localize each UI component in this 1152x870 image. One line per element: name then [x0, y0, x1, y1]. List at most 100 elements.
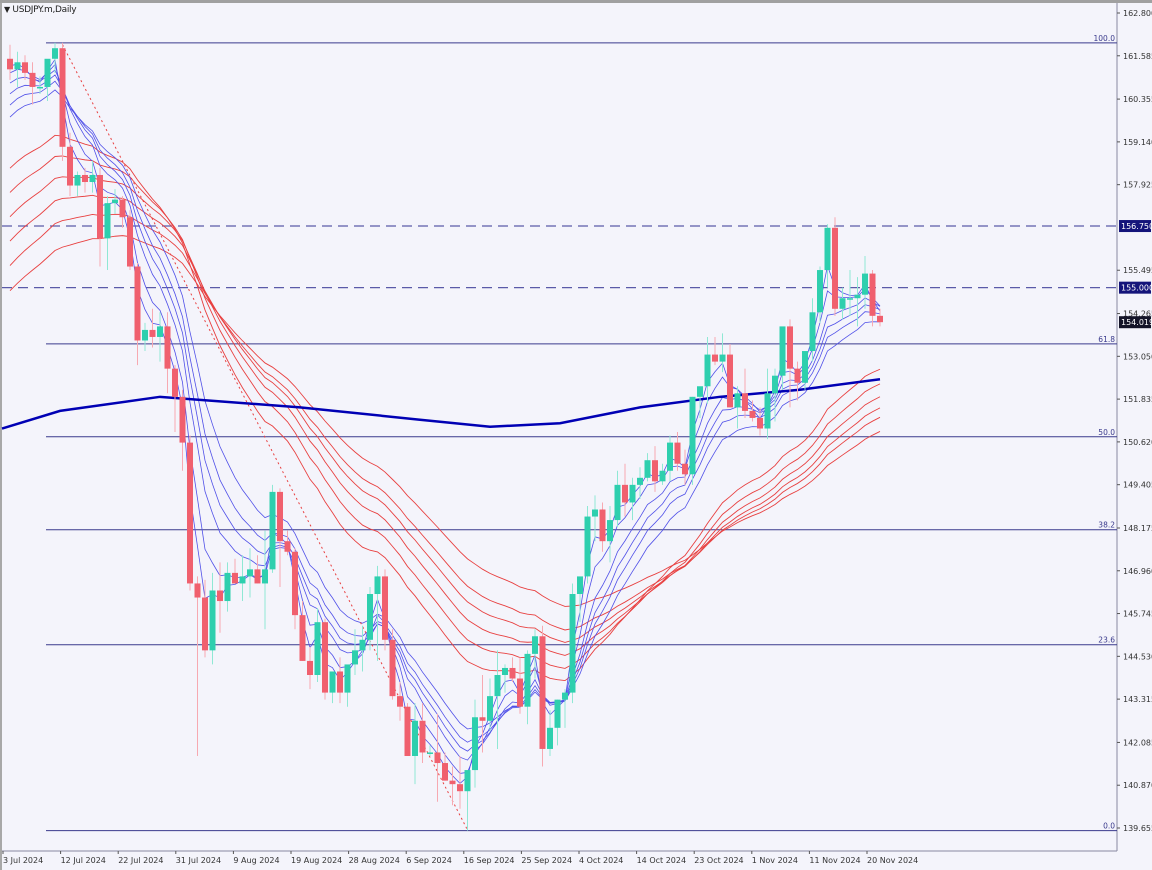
price-tick-label: 153.050	[1123, 352, 1152, 361]
candle	[637, 467, 643, 499]
candle	[509, 657, 516, 683]
slow-ma-line	[9, 134, 881, 682]
candle	[22, 55, 28, 80]
price-tick-label: 154.265	[1123, 310, 1152, 319]
candle	[539, 625, 546, 767]
candle	[839, 287, 846, 320]
time-tick-label: 9 Aug 2024	[233, 856, 279, 865]
price-tick-label: 140.870	[1123, 781, 1152, 790]
candle	[712, 336, 718, 366]
candle	[517, 657, 523, 714]
candle	[307, 646, 313, 690]
price-tick-label: 162.800	[1123, 9, 1152, 18]
candle	[37, 76, 43, 94]
candle	[854, 277, 861, 327]
candle	[179, 389, 186, 471]
candle	[157, 312, 163, 362]
fast-ma-line	[9, 89, 881, 730]
candle	[524, 650, 531, 725]
candle	[734, 386, 741, 429]
slow-ma-line	[9, 176, 881, 656]
time-tick-label: 23 Oct 2024	[694, 856, 743, 865]
price-level-badge	[1119, 220, 1151, 233]
fast-ma-line	[9, 74, 881, 752]
candle	[809, 298, 816, 362]
candle	[464, 770, 471, 831]
triangle-down-icon[interactable]: ▼	[4, 5, 10, 14]
candle	[877, 308, 883, 327]
price-tick-label: 146.960	[1123, 567, 1152, 576]
current-price-label: 154.019	[1121, 318, 1152, 327]
candle	[314, 608, 321, 683]
fib-level-label: 61.8	[1098, 335, 1115, 344]
candle	[412, 703, 418, 785]
candle	[404, 703, 411, 756]
candle	[832, 217, 838, 316]
candle	[232, 558, 238, 584]
candle	[202, 579, 208, 658]
chart-title[interactable]: ▼ USDJPY.m,Daily	[4, 5, 77, 15]
time-tick-label: 11 Nov 2024	[809, 856, 860, 865]
time-tick-label: 4 Oct 2024	[579, 856, 623, 865]
candle	[247, 548, 253, 598]
price-level-label: 155.000	[1121, 284, 1152, 293]
candle	[599, 502, 606, 552]
candle	[502, 664, 508, 693]
candle	[52, 42, 58, 73]
candle	[292, 548, 298, 630]
candle	[779, 326, 786, 390]
candle	[592, 495, 598, 542]
slow-ma-line	[9, 213, 881, 631]
candle	[59, 42, 66, 161]
price-tick-label: 148.175	[1123, 524, 1152, 533]
candle	[344, 664, 351, 707]
price-tick-label: 159.140	[1123, 138, 1152, 147]
candle	[869, 270, 876, 327]
candle	[449, 766, 456, 806]
window-left-border	[0, 3, 2, 870]
candle	[194, 576, 201, 756]
candle	[584, 505, 591, 584]
candle	[802, 351, 808, 390]
time-tick-label: 25 Sep 2024	[521, 856, 572, 865]
price-tick-label: 144.530	[1123, 652, 1152, 661]
fast-ma-line	[9, 63, 881, 774]
candle	[472, 699, 478, 788]
candle	[187, 435, 193, 591]
candle	[607, 505, 613, 563]
candle	[239, 555, 246, 602]
price-tick-label: 160.355	[1123, 95, 1152, 104]
candle	[742, 368, 748, 418]
fib-level-label: 23.6	[1098, 636, 1115, 645]
candle	[772, 368, 778, 422]
price-tick-label: 150.620	[1123, 438, 1152, 447]
candle	[14, 51, 21, 87]
candle	[299, 601, 306, 661]
candle	[97, 167, 103, 267]
candle	[667, 435, 673, 482]
candle	[787, 319, 793, 408]
candle	[614, 470, 621, 528]
slow-ma-line	[9, 235, 881, 607]
candle	[562, 689, 568, 728]
candle	[427, 745, 433, 756]
price-tick-label: 142.085	[1123, 738, 1152, 747]
candle	[224, 562, 231, 612]
window-top-border	[0, 0, 1152, 3]
candle	[337, 657, 343, 704]
candle	[134, 263, 141, 366]
price-level-label: 156.750	[1121, 222, 1152, 231]
candle	[382, 569, 388, 651]
time-tick-label: 28 Aug 2024	[349, 856, 400, 865]
candle	[112, 189, 118, 214]
candle	[554, 699, 561, 746]
fib-level-label: 50.0	[1098, 428, 1115, 437]
candle	[749, 400, 756, 422]
candle	[262, 530, 268, 630]
price-level-badge	[1119, 281, 1151, 294]
symbol-timeframe-label: USDJPY.m,Daily	[12, 5, 77, 15]
price-tick-label: 161.585	[1123, 52, 1152, 61]
candle	[254, 555, 261, 584]
